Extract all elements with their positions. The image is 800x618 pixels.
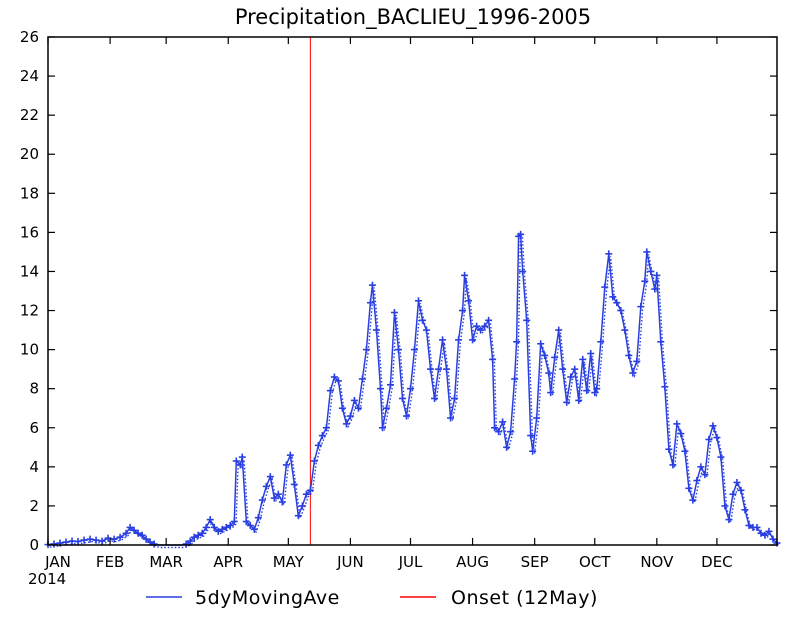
chart-title: Precipitation_BACLIEU_1996-2005 [235,5,591,30]
series-line-5dymovingave [47,232,778,546]
y-tick-label: 20 [20,145,39,163]
x-tick-label: JUL [398,553,423,571]
x-axis: JAN FEB MAR APR MAY JUN JUL AUG SEP OCT NOV DEC 2014 [28,37,733,588]
y-tick-label: 14 [20,262,39,280]
y-tick-label: 24 [20,67,39,85]
y-tick-label: 6 [29,419,39,437]
y-tick-label: 12 [20,302,39,320]
y-tick-label: 8 [29,380,39,398]
y-tick-label: 0 [29,536,39,554]
plot-area [44,36,781,549]
x-tick-label: SEP [521,553,549,571]
y-tick-label: 18 [20,184,39,202]
legend-label-5dymovingave: 5dyMovingAve [195,587,340,609]
legend: 5dyMovingAve Onset (12May) [146,587,598,609]
x-tick-label: DEC [701,553,733,571]
plot-frame [47,36,778,546]
x-tick-label: NOV [640,553,674,571]
y-tick-label: 10 [20,341,39,359]
series-markers [44,230,781,549]
y-tick-label: 2 [29,497,39,515]
x-tick-label: AUG [456,553,489,571]
legend-label-onset: Onset (12May) [451,587,598,609]
x-tick-label: MAY [273,553,305,571]
y-tick-label: 26 [20,28,39,46]
y-tick-label: 4 [29,458,39,476]
x-tick-label: OCT [579,553,611,571]
x-tick-label: JAN [44,553,71,571]
x-tick-label: MAR [149,553,183,571]
x-tick-label: FEB [96,553,124,571]
y-tick-label: 16 [20,223,39,241]
x-tick-label: JUN [336,553,364,571]
x-year-label: 2014 [28,570,66,588]
x-tick-label: APR [213,553,243,571]
dotted-trace [49,235,780,549]
y-tick-label: 22 [20,106,39,124]
